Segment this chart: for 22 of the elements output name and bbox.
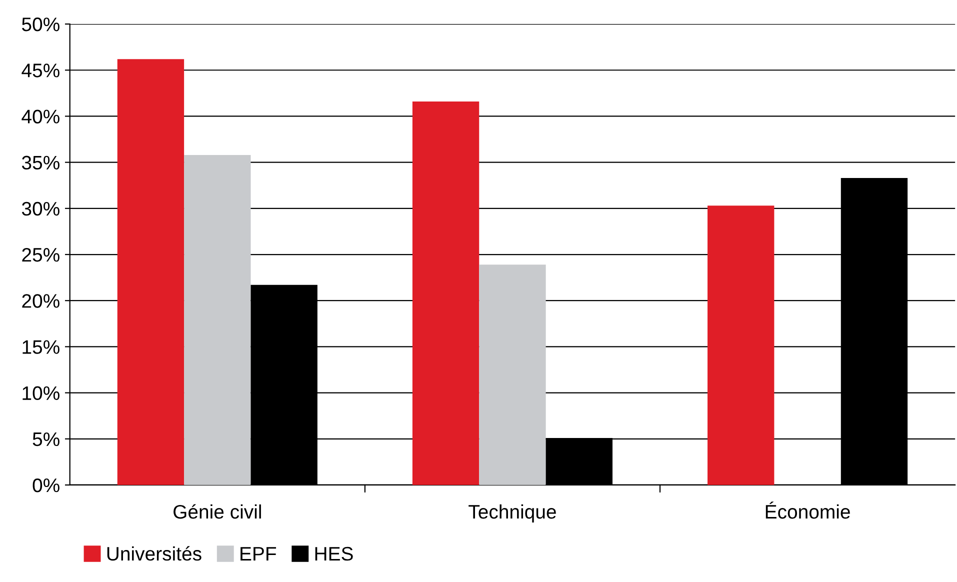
bar [184, 154, 251, 485]
y-tick-label: 5% [32, 432, 60, 446]
bar [117, 59, 184, 485]
y-tick-label: 0% [32, 478, 60, 492]
y-tick-label: 45% [22, 64, 60, 78]
y-tick-label: 15% [22, 340, 60, 354]
x-tick-label: Technique [468, 504, 556, 523]
bar [412, 101, 480, 485]
y-tick-label: 30% [22, 202, 60, 216]
y-tick-label: 40% [22, 110, 60, 124]
x-tick-label: Génie civil [174, 504, 261, 519]
x-tick-label: Économie [766, 502, 850, 519]
y-tick-label: 35% [22, 156, 60, 170]
y-tick-label: 20% [22, 294, 60, 308]
bar [708, 206, 774, 485]
y-tick-label: 10% [22, 386, 60, 400]
legend-label: EPF [240, 547, 276, 560]
y-tick-label: 50% [22, 18, 60, 32]
legend-label: Universités [107, 546, 202, 561]
bar [479, 264, 546, 485]
y-tick-label: 25% [22, 248, 60, 262]
legend-label: HES [315, 546, 353, 561]
